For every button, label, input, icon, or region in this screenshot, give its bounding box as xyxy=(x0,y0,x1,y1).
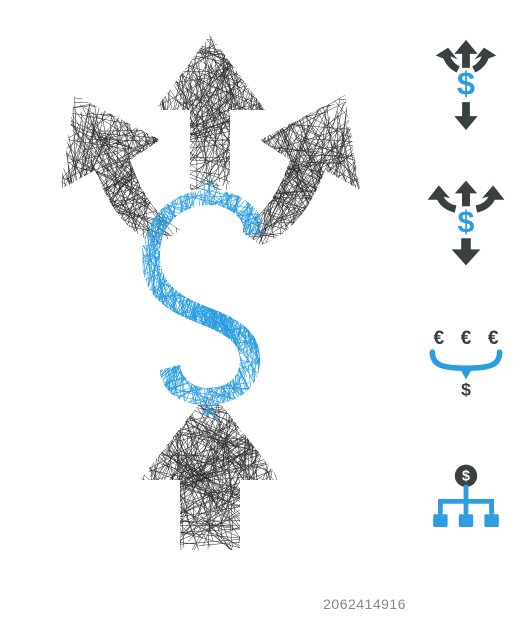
svg-text:$: $ xyxy=(462,469,470,485)
svg-text:$: $ xyxy=(461,379,471,399)
icon-euro-to-dollar: € € € $ xyxy=(421,306,511,416)
icon-share-dollar-tall: $ xyxy=(421,30,511,140)
side-icons-column: $ $ € € € $ $ xyxy=(416,30,516,554)
icon-share-dollar-wide: $ xyxy=(421,168,511,278)
svg-text:$: $ xyxy=(457,64,475,101)
svg-text:€: € xyxy=(461,328,472,349)
svg-text:$: $ xyxy=(458,205,475,239)
icon-dollar-distribute: $ xyxy=(421,444,511,554)
stock-id-watermark: 2062414916 xyxy=(323,596,406,612)
svg-text:€: € xyxy=(433,328,444,349)
main-mesh-dollar-share xyxy=(20,20,400,550)
svg-text:€: € xyxy=(488,328,499,349)
